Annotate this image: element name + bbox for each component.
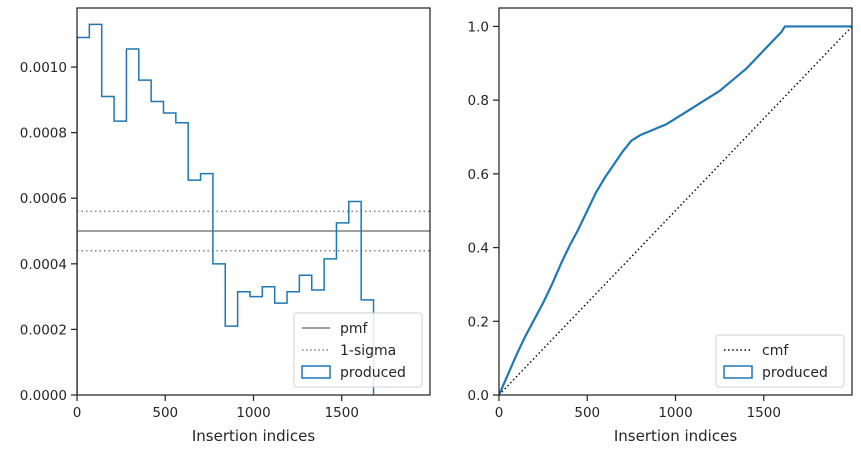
left-hist-bin — [151, 101, 163, 395]
left-panel: 0 500 1000 1500 0.0000 0.0002 0.0004 0.0006 0.00… — [20, 7, 431, 445]
left-hist-bin — [126, 49, 138, 395]
left-y-tick-label: 0.0008 — [20, 126, 67, 142]
left-legend-box — [293, 312, 423, 388]
right-x-axis-label: Insertion indices — [614, 427, 737, 445]
left-hist-bin — [89, 24, 101, 395]
left-hist-bin — [250, 297, 262, 395]
left-hist-bin — [238, 292, 250, 395]
left-x-tick-label: 500 — [152, 405, 178, 421]
left-hist-bin — [114, 121, 126, 395]
left-x-axis-label: Insertion indices — [192, 427, 315, 445]
right-y-tick-label: 0.2 — [468, 314, 489, 330]
left-hist-bin — [102, 97, 114, 395]
right-y-tick-label: 0.4 — [468, 241, 489, 257]
right-y-tick-label: 0.6 — [468, 167, 489, 183]
right-plot-area — [499, 25, 852, 395]
right-panel: 0 500 1000 1500 0.0 0.2 0.4 0.6 0.8 1.0 Insertion … — [468, 7, 853, 445]
right-x-tick-label: 1500 — [747, 405, 781, 421]
right-cmf-line — [499, 25, 852, 395]
left-y-tick-label: 0.0002 — [20, 322, 67, 338]
right-y-tick-label: 0.8 — [468, 93, 489, 109]
left-hist-bin — [77, 38, 89, 395]
left-legend-label: produced — [340, 365, 406, 381]
right-y-tick-label: 0.0 — [468, 388, 489, 404]
left-y-tick-label: 0.0004 — [20, 257, 67, 273]
left-x-tick-label: 1500 — [325, 405, 359, 421]
right-x-tick-label: 1000 — [658, 405, 692, 421]
left-x-tick-label: 0 — [73, 405, 82, 421]
left-hist-bin — [139, 80, 151, 395]
right-legend-label: produced — [762, 365, 828, 381]
left-legend-label: pmf — [340, 321, 369, 337]
right-legend: cmf produced — [715, 334, 845, 388]
left-hist-bin — [176, 123, 188, 395]
right-produced-curve — [499, 25, 852, 395]
left-hist-bin — [275, 303, 287, 395]
left-hist-bin — [225, 326, 237, 395]
right-x-tick-label: 0 — [495, 405, 504, 421]
right-y-tick-label: 1.0 — [468, 19, 489, 35]
left-y-tick-label: 0.0006 — [20, 191, 67, 207]
left-x-tick-label: 1000 — [236, 405, 270, 421]
right-x-tick-label: 500 — [574, 405, 600, 421]
left-legend-label: 1-sigma — [340, 343, 396, 359]
left-hist-bin — [213, 264, 225, 395]
left-hist-bin — [163, 113, 175, 395]
left-hist-bin — [188, 180, 200, 395]
left-hist-bin — [201, 174, 213, 395]
left-plot-area — [77, 23, 430, 395]
left-y-tick-label: 0.0010 — [20, 60, 67, 76]
left-produced-histogram — [77, 23, 375, 395]
left-hist-bin — [262, 287, 274, 395]
right-legend-swatch-produced — [723, 365, 753, 379]
left-y-tick-label: 0.0000 — [20, 388, 67, 404]
right-legend-label: cmf — [762, 343, 789, 359]
right-legend-box — [715, 334, 845, 388]
left-legend: pmf 1-sigma produced — [293, 312, 423, 388]
left-legend-swatch-produced — [301, 365, 331, 379]
